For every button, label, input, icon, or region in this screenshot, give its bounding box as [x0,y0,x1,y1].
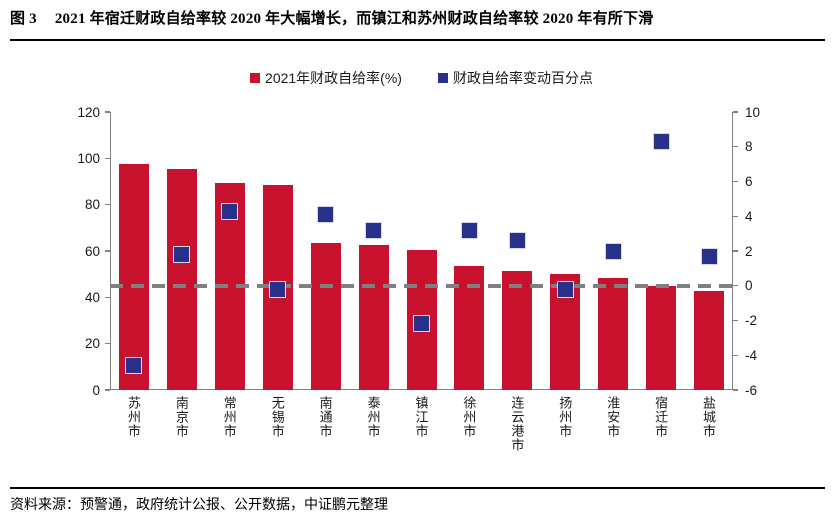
change-marker-盐城市 [700,247,718,265]
y-axis-right-tick [733,250,738,252]
x-axis-label-宿迁市: 宿迁市 [653,396,669,438]
legend-label-scatter-series: 财政自给率变动百分点 [452,70,593,86]
y-axis-left-tick-label: 60 [84,243,100,259]
legend-item-bar-series: 2021年财政自给率(%) [250,68,402,88]
y-axis-right-line [732,112,734,390]
y-axis-right-tick [733,319,738,322]
y-axis-right-tick-label: 8 [745,139,753,155]
x-axis-label-扬州市: 扬州市 [557,396,573,438]
y-axis-right-tick-label: 2 [745,243,753,259]
y-axis-right-tick-label: -2 [745,313,758,328]
title-divider [10,39,825,41]
y-axis-right-tick [733,285,738,287]
y-axis-right-tick-label: -4 [745,347,758,363]
legend-label-bar-series: 2021年财政自给率(%) [265,70,402,86]
zero-change-dashed-line [110,283,733,289]
change-marker-苏州市 [125,357,143,375]
figure-title: 图 3 2021 年宿迁财政自给率较 2020 年大幅增长，而镇江和苏州财政自给率… [10,7,825,28]
change-marker-无锡市 [269,280,287,298]
bar-宿迁市 [646,285,677,390]
bar-苏州市 [118,164,149,390]
x-axis-label-连云港市: 连云港市 [509,396,525,452]
x-axis-label-南京市: 南京市 [173,396,189,438]
y-axis-right-tick [733,215,738,217]
y-axis-right-tick-label: 4 [745,208,753,224]
bar-南通市 [310,243,341,390]
y-axis-left-tick [105,203,110,206]
change-marker-宿迁市 [652,133,670,151]
chart-legend: 2021年财政自给率(%) 财政自给率变动百分点 [110,68,733,88]
y-axis-right-tick-label: 10 [745,104,761,120]
x-axis-label-常州市: 常州市 [221,396,237,438]
bar-盐城市 [694,291,725,390]
y-axis-right-tick-label: 6 [745,174,753,189]
change-marker-连云港市 [508,232,526,250]
change-marker-南京市 [173,245,191,263]
y-axis-left-tick [105,111,110,113]
change-marker-镇江市 [413,315,430,333]
y-axis-right-tick [733,354,738,356]
footer-divider [10,487,825,489]
change-marker-徐州市 [460,221,478,239]
change-marker-常州市 [221,202,239,220]
y-axis-left-tick-label: 120 [77,104,100,120]
y-axis-right-tick [733,111,738,113]
change-marker-南通市 [317,206,335,223]
figure-title-text: 2021 年宿迁财政自给率较 2020 年大幅增长，而镇江和苏州财政自给率较 2… [54,11,654,27]
y-axis-left-tick [105,389,110,391]
y-axis-left-tick-label: 0 [92,382,100,398]
bar-南京市 [166,168,197,390]
y-axis-left-tick [105,157,110,160]
bar-泰州市 [358,244,389,390]
bar-连云港市 [502,270,533,390]
x-axis-label-淮安市: 淮安市 [605,396,621,438]
legend-item-scatter-series: 财政自给率变动百分点 [437,68,593,88]
y-axis-right-tick-label: -6 [745,382,758,398]
change-marker-扬州市 [556,280,574,298]
y-axis-left-tick [105,342,110,345]
change-marker-泰州市 [365,221,383,239]
y-axis-left-line [110,112,112,390]
x-axis-label-盐城市: 盐城市 [701,396,717,438]
y-axis-left-tick-label: 100 [77,150,100,166]
y-axis-left-tick [105,250,110,252]
y-axis-left-tick-label: 80 [84,197,100,213]
scatter-series-swatch-icon [437,73,448,83]
x-axis-label-徐州市: 徐州市 [461,396,477,438]
x-axis-label-苏州市: 苏州市 [125,396,141,438]
change-marker-淮安市 [604,242,622,260]
y-axis-right-tick [733,389,738,391]
y-axis-right-tick [733,146,738,148]
y-axis-left-tick-label: 40 [84,289,100,305]
figure-number: 图 3 [10,11,37,27]
y-axis-right-tick [733,180,738,183]
x-axis-label-镇江市: 镇江市 [413,396,429,438]
bar-series-swatch-icon [250,73,261,83]
x-axis-label-泰州市: 泰州市 [365,396,381,438]
source-note: 资料来源：预警通，政府统计公报、公开数据，中证鹏元整理 [10,498,388,513]
bar-淮安市 [598,278,629,390]
plot-area: 120 100 80 60 40 20 0 10 8 6 4 2 0 -2 -4 -6 苏州市 南京市 常州市 无锡市… [77,105,760,452]
y-axis-left-tick-label: 20 [84,336,100,352]
y-axis-left-tick [105,296,110,299]
y-axis-right-tick-label: 0 [745,278,753,294]
x-axis-label-无锡市: 无锡市 [269,396,285,438]
x-axis-label-南通市: 南通市 [317,396,333,438]
